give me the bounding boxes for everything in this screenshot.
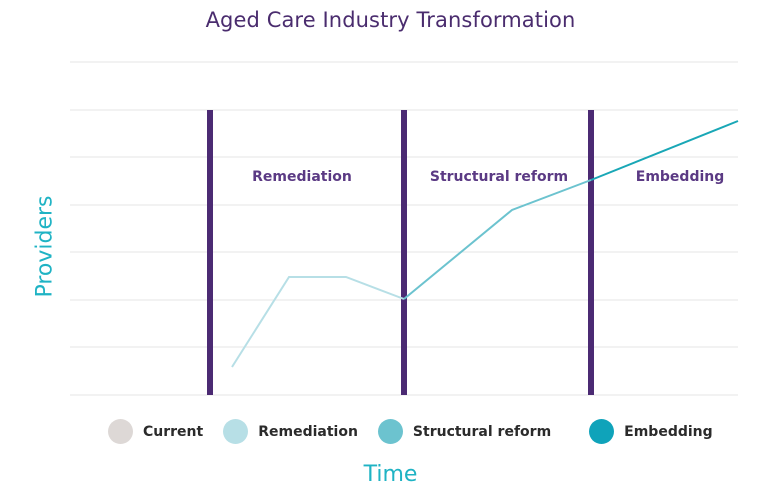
phase-dividers bbox=[207, 110, 594, 395]
legend-swatch-current-icon bbox=[108, 419, 133, 444]
phase-label-structural-reform: Structural reform bbox=[429, 169, 569, 185]
x-axis-label: Time bbox=[363, 462, 418, 487]
legend-item-embedding: Embedding bbox=[589, 419, 713, 444]
phase-label-embedding: Embedding bbox=[635, 169, 725, 185]
y-axis-label: Providers bbox=[32, 195, 58, 298]
series-embedding-line bbox=[590, 120, 739, 181]
legend-label: Embedding bbox=[624, 423, 713, 440]
phase-label-remediation: Remediation bbox=[252, 169, 352, 185]
legend-label: Remediation bbox=[258, 423, 358, 440]
legend: Current Remediation Structural reform Em… bbox=[108, 419, 733, 444]
chart-title: Aged Care Industry Transformation bbox=[205, 8, 576, 32]
legend-item-structural-reform: Structural reform bbox=[377, 419, 552, 444]
legend-swatch-remediation-icon bbox=[223, 419, 249, 444]
series-remediation-line bbox=[231, 276, 405, 368]
legend-label: Structural reform bbox=[412, 423, 552, 440]
legend-item-current: Current bbox=[108, 419, 203, 444]
legend-swatch-structural-reform-icon bbox=[377, 419, 403, 444]
series-structural-reform-line bbox=[403, 179, 592, 300]
legend-label: Current bbox=[143, 423, 204, 440]
legend-swatch-embedding-icon bbox=[589, 419, 615, 444]
legend-item-remediation: Remediation bbox=[223, 419, 358, 444]
